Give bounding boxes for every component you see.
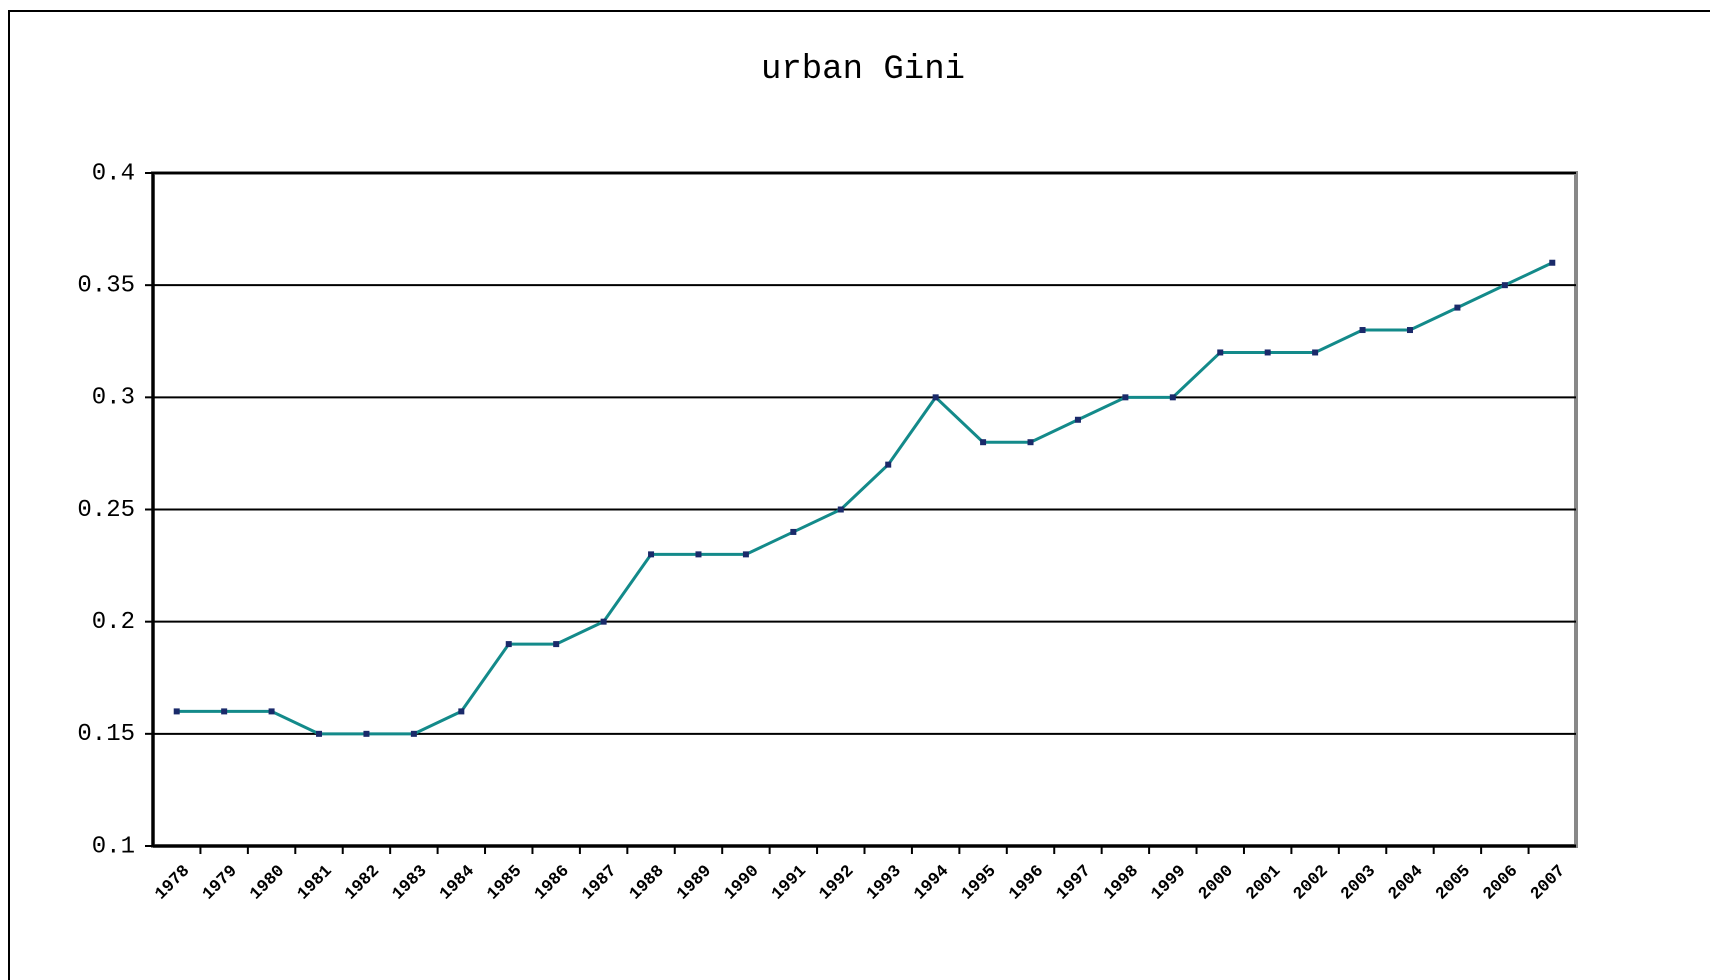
data-point (1454, 304, 1461, 311)
data-point (980, 439, 987, 446)
data-point (173, 708, 180, 715)
data-point (695, 551, 702, 558)
data-point (410, 730, 417, 737)
data-point (932, 394, 939, 401)
data-point (1122, 394, 1129, 401)
data-point (648, 551, 655, 558)
data-point (316, 730, 323, 737)
data-point (790, 528, 797, 535)
data-point (837, 506, 844, 513)
data-point (363, 730, 370, 737)
data-point (221, 708, 228, 715)
data-point (1027, 439, 1034, 446)
data-point (1501, 282, 1508, 289)
data-point (1264, 349, 1271, 356)
data-point (742, 551, 749, 558)
data-point (268, 708, 275, 715)
data-point (1406, 327, 1413, 334)
data-point (1549, 259, 1556, 266)
data-point (458, 708, 465, 715)
y-tick-label: 0.15 (77, 721, 135, 748)
y-tick-label: 0.2 (92, 609, 135, 636)
data-line (176, 261, 1553, 736)
chart-title: urban Gini (761, 51, 965, 89)
y-tick-label: 0.4 (92, 160, 135, 187)
data-point (1217, 349, 1224, 356)
data-point (1359, 327, 1366, 334)
y-tick-label: 0.35 (77, 273, 135, 300)
data-point (1312, 349, 1319, 356)
y-tick-label: 0.3 (92, 385, 135, 412)
data-point (1074, 416, 1081, 423)
data-point (505, 641, 512, 648)
data-point (1169, 394, 1176, 401)
data-point (600, 618, 607, 625)
data-point (885, 461, 892, 468)
y-tick-label: 0.1 (92, 833, 135, 860)
y-tick-label: 0.25 (77, 497, 135, 524)
data-point (553, 641, 560, 648)
